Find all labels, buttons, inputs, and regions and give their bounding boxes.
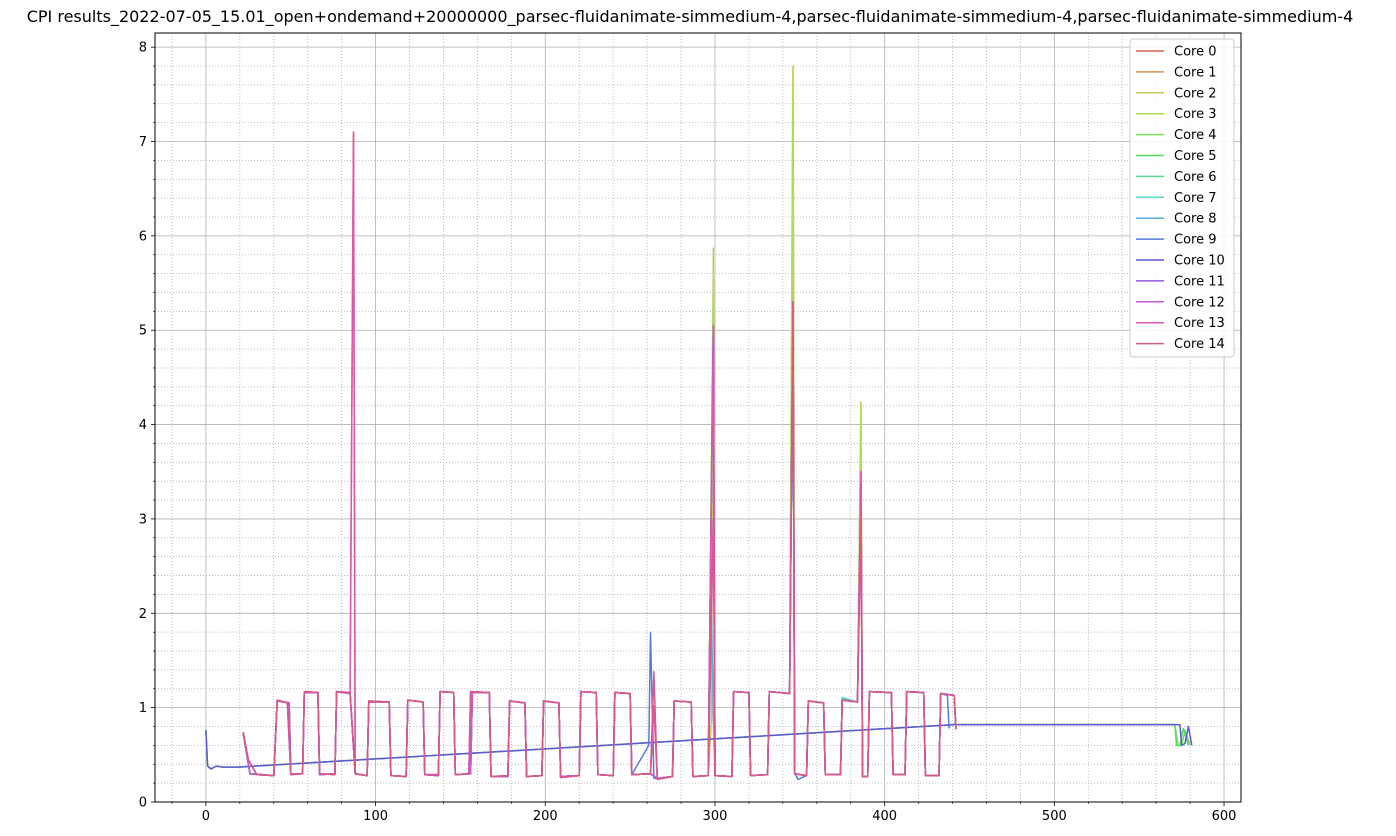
y-tick-label: 0 — [139, 796, 147, 811]
x-tick-label: 300 — [703, 809, 728, 824]
y-tick-label: 7 — [139, 135, 147, 150]
x-tick-label: 100 — [363, 809, 388, 824]
plot-frame — [154, 32, 1242, 803]
x-axis: 0 100 200 300 400 500 600 — [171, 802, 1237, 824]
legend-label: Core 3 — [1174, 107, 1217, 122]
y-tick-label: 4 — [139, 418, 147, 433]
x-tick-label: 200 — [533, 809, 558, 824]
y-tick-label: 1 — [139, 701, 147, 716]
legend-label: Core 1 — [1174, 65, 1217, 80]
y-tick-label: 3 — [139, 512, 147, 527]
minor-grid — [155, 33, 1241, 802]
y-tick-label: 5 — [139, 324, 147, 339]
legend-label: Core 9 — [1174, 233, 1217, 248]
y-tick-label: 8 — [139, 41, 147, 56]
legend-label: Core 7 — [1174, 191, 1217, 206]
series-line-core-8 — [242, 329, 957, 780]
legend-label: Core 14 — [1174, 337, 1225, 352]
series-line-core-12 — [242, 301, 957, 780]
y-axis: 0 1 2 3 4 5 6 7 8 — [139, 41, 155, 811]
x-tick-label: 400 — [872, 809, 897, 824]
legend: Core 0 Core 1 Core 2 Core 3 Core 4 Core 5 Core… — [1129, 38, 1235, 358]
legend-label: Core 10 — [1174, 254, 1225, 269]
major-grid — [155, 33, 1241, 803]
chart-title: CPI results_2022-07-05_15.01_open+ondema… — [27, 7, 1354, 27]
x-tick-label: 600 — [1212, 809, 1237, 824]
legend-label: Core 2 — [1174, 86, 1217, 101]
legend-label: Core 4 — [1174, 128, 1217, 143]
series-line-core-13 — [242, 131, 957, 781]
legend-label: Core 6 — [1174, 170, 1217, 185]
series-lines — [205, 65, 1193, 781]
y-tick-label: 2 — [139, 607, 147, 622]
x-tick-label: 500 — [1042, 809, 1067, 824]
series-line-core-11 — [242, 310, 957, 780]
series-line-core-10 — [205, 723, 1193, 770]
legend-box — [1129, 38, 1235, 358]
legend-label: Core 0 — [1174, 45, 1217, 60]
y-tick-label: 6 — [139, 229, 147, 244]
legend-label: Core 8 — [1174, 212, 1217, 227]
legend-label: Core 13 — [1174, 316, 1225, 331]
x-tick-label: 0 — [202, 809, 210, 824]
legend-label: Core 5 — [1174, 149, 1217, 164]
series-line-core-7 — [242, 320, 957, 780]
legend-label: Core 11 — [1174, 274, 1225, 289]
series-line-core-6 — [242, 310, 957, 780]
series-line-core-14 — [242, 301, 957, 781]
legend-label: Core 12 — [1174, 295, 1225, 310]
